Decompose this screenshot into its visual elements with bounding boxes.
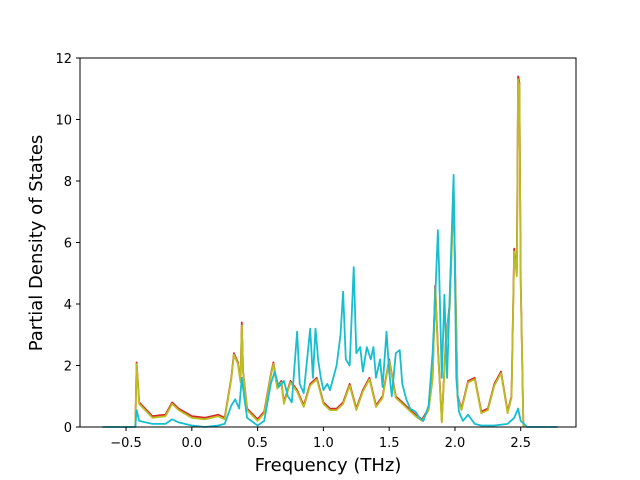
y-tick-label: 6	[64, 237, 72, 252]
series-line-3	[102, 174, 558, 428]
x-tick-label: 1.0	[313, 436, 334, 451]
y-axis-label: Partial Density of States	[26, 135, 47, 352]
x-tick-label: 2.5	[510, 436, 531, 451]
y-tick-label: 4	[64, 298, 72, 313]
x-tick-label: 0.0	[181, 436, 202, 451]
x-tick-label: −0.5	[110, 436, 142, 451]
plot-lines	[102, 75, 558, 428]
x-axis-label: Frequency (THz)	[255, 455, 402, 476]
y-tick-label: 8	[64, 175, 72, 190]
y-tick-label: 10	[55, 114, 72, 129]
x-tick-label: 0.5	[247, 436, 268, 451]
x-tick-label: 2.0	[445, 436, 466, 451]
y-tick-label: 2	[64, 360, 72, 375]
y-tick-label: 12	[55, 52, 72, 67]
x-axis-ticks: −0.5 0.0 0.5 1.0 1.5 2.0 2.5	[110, 427, 531, 451]
y-tick-label: 0	[64, 421, 72, 436]
y-axis-ticks: 0 2 4 6 8 10 12	[55, 52, 80, 436]
x-tick-label: 1.5	[379, 436, 400, 451]
series-line-2	[134, 78, 525, 428]
